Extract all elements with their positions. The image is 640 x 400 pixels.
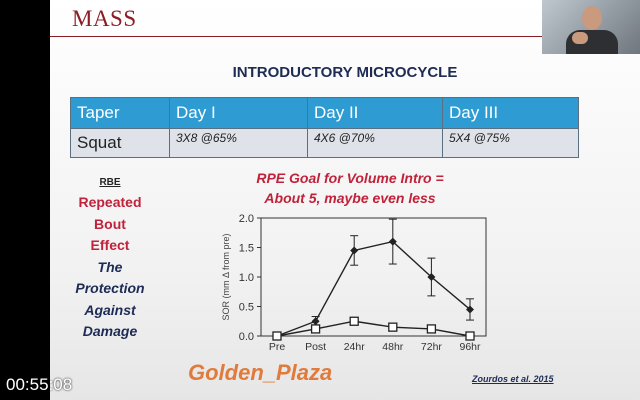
- mass-logo: MASS: [72, 6, 137, 31]
- data-point: [466, 305, 474, 314]
- video-timestamp: 00:55:08: [6, 375, 73, 394]
- x-tick-label: Pre: [269, 341, 286, 353]
- table-cell: 4X6 @70%: [307, 128, 443, 158]
- webcam-video: [542, 0, 640, 54]
- data-point: [465, 331, 475, 341]
- rbe-text: Protection: [75, 280, 145, 296]
- slide-title: INTRODUCTORY MICROCYCLE: [232, 64, 458, 81]
- rbe-abbreviation: RBE: [99, 177, 121, 188]
- header-divider: [50, 36, 545, 37]
- x-tick-label: 48hr: [382, 341, 404, 353]
- table-cell: Squat: [70, 128, 170, 158]
- rbe-text: Repeated: [78, 194, 142, 210]
- y-tick-label: 0.5: [239, 302, 254, 314]
- data-point: [427, 273, 436, 281]
- rbe-text: Bout: [94, 215, 126, 232]
- data-point: [388, 237, 397, 246]
- rpe-goal-line: About 5, maybe even less: [264, 190, 436, 206]
- data-point: [426, 324, 437, 334]
- data-point: [311, 317, 320, 326]
- data-point: [272, 331, 282, 341]
- rpe-goal-line: RPE Goal for Volume Intro =: [256, 170, 444, 186]
- y-axis-label: SOR (mm Δ from pre): [221, 233, 231, 320]
- rbe-text: Effect: [90, 237, 130, 253]
- data-point: [310, 324, 321, 334]
- series-line: [276, 240, 471, 337]
- table-header-cell: Day I: [169, 97, 308, 129]
- presentation-slide: MASS INTRODUCTORY MICROCYCLE Taper Day I…: [50, 0, 640, 400]
- y-tick-label: 2.0: [239, 213, 254, 225]
- table-row: Squat 3X8 @65% 4X6 @70% 5X4 @75%: [70, 128, 579, 158]
- x-tick-label: Post: [305, 341, 326, 353]
- rbe-text: The: [97, 258, 123, 275]
- x-tick-label: 24hr: [344, 341, 366, 353]
- rpe-goal-text: RPE Goal for Volume Intro = About 5, may…: [230, 168, 470, 208]
- table-header-cell: Day II: [307, 97, 443, 129]
- data-point: [349, 316, 359, 326]
- presenter-hands: [572, 32, 588, 44]
- series-line: [276, 320, 471, 337]
- citation: Zourdos et al. 2015: [472, 374, 554, 384]
- x-tick-label: 96hr: [459, 341, 481, 353]
- rbe-callout: RBE Repeated Bout Effect The Protection …: [60, 176, 160, 343]
- table-cell: 3X8 @65%: [169, 128, 308, 158]
- table-header-cell: Taper: [70, 97, 170, 129]
- x-tick-label: 72hr: [421, 341, 443, 353]
- data-point: [350, 246, 359, 255]
- table-header-row: Taper Day I Day II Day III: [70, 97, 579, 129]
- y-tick-label: 0.0: [239, 331, 254, 343]
- microcycle-table: Taper Day I Day II Day III Squat 3X8 @65…: [70, 97, 579, 158]
- rbe-text: Damage: [82, 323, 138, 339]
- watermark-text: Golden_Plaza: [188, 360, 333, 385]
- soreness-chart: 0.0 0.5 1.0 1.5 2.0 Pre Post 24hr 48hr 72hr 96hr SO…: [221, 213, 487, 353]
- plot-frame: [260, 217, 487, 337]
- presenter-head: [582, 6, 602, 30]
- table-cell: 5X4 @75%: [442, 128, 579, 158]
- rbe-text: Against: [84, 301, 136, 318]
- table-header-cell: Day III: [442, 97, 579, 129]
- y-tick-label: 1.0: [239, 272, 254, 284]
- data-point: [388, 322, 398, 332]
- y-tick-label: 1.5: [239, 243, 254, 255]
